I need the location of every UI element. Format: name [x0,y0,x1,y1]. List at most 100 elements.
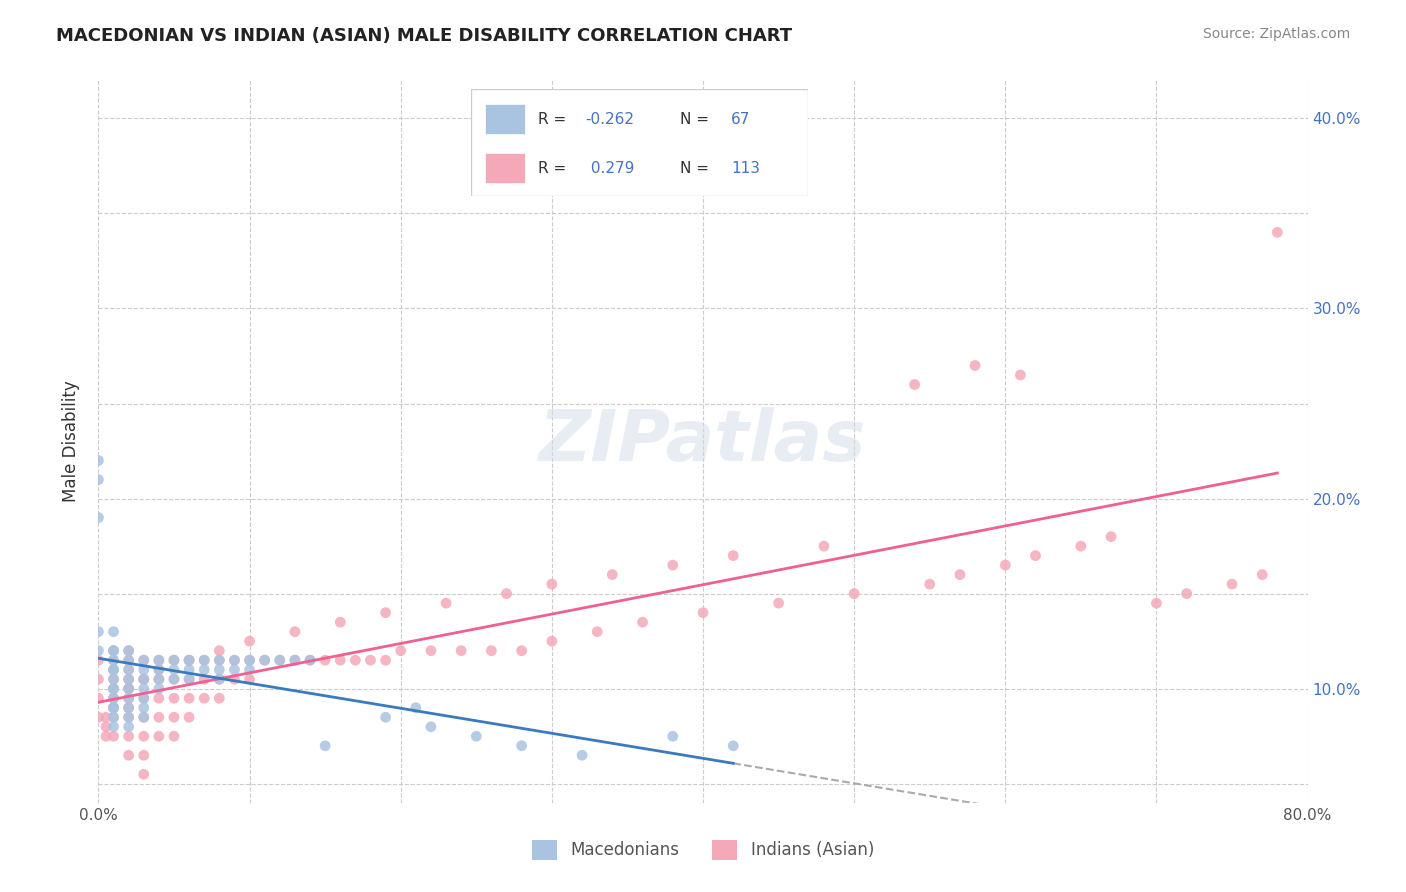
Point [94,729,117,743]
Point [132,710,155,724]
Point [434,596,457,610]
Point [118,681,141,696]
Point [118,748,141,763]
Point [193,663,215,677]
Text: Source: ZipAtlas.com: Source: ZipAtlas.com [1202,27,1350,41]
Point [103,700,125,714]
Point [148,681,170,696]
Point [94,720,117,734]
Point [1175,587,1198,601]
Point [103,663,125,677]
Point [208,691,231,706]
Point [148,729,170,743]
Point [148,710,170,724]
Point [132,748,155,763]
Point [465,729,488,743]
Point [103,653,125,667]
Point [1070,539,1092,553]
Point [314,653,336,667]
Point [510,739,533,753]
Point [132,672,155,686]
Point [540,577,562,591]
Point [844,587,866,601]
Point [103,624,125,639]
Point [329,615,352,630]
Point [540,634,562,648]
Point [193,672,215,686]
Point [692,606,714,620]
Point [118,643,141,657]
Point [495,587,517,601]
Point [87,510,110,524]
Point [163,691,186,706]
Point [813,539,835,553]
Point [314,739,336,753]
Point [208,643,231,657]
Point [87,691,110,706]
Point [103,663,125,677]
Point [163,710,186,724]
Point [118,710,141,724]
Point [87,453,110,467]
Point [163,672,186,686]
Point [103,720,125,734]
Point [103,643,125,657]
Point [87,643,110,657]
Point [103,681,125,696]
Point [239,634,262,648]
Point [994,558,1017,573]
Point [420,720,443,734]
Point [253,653,276,667]
Point [87,672,110,686]
Legend: Macedonians, Indians (Asian): Macedonians, Indians (Asian) [526,833,880,867]
Point [132,672,155,686]
Point [239,663,262,677]
Point [179,653,201,667]
Point [224,653,246,667]
Point [723,739,745,753]
Point [253,653,276,667]
Point [1267,226,1289,240]
Point [132,700,155,714]
Point [965,359,987,373]
Text: N =: N = [681,161,714,176]
Point [284,653,307,667]
Point [179,653,201,667]
FancyBboxPatch shape [471,89,808,196]
Point [661,558,683,573]
Point [420,643,443,657]
Point [103,681,125,696]
Point [1251,567,1274,582]
Point [208,672,231,686]
Point [118,700,141,714]
Point [148,663,170,677]
Point [103,672,125,686]
Point [239,672,262,686]
Point [118,729,141,743]
Point [132,653,155,667]
Point [118,663,141,677]
Point [103,691,125,706]
Point [1024,549,1046,563]
Point [103,672,125,686]
Point [1010,368,1032,382]
Point [118,691,141,706]
Y-axis label: Male Disability: Male Disability [62,381,80,502]
Text: 113: 113 [731,161,759,176]
Point [103,691,125,706]
Point [224,663,246,677]
Point [163,653,186,667]
Point [148,653,170,667]
Point [118,672,141,686]
Text: R =: R = [538,112,572,127]
Point [118,700,141,714]
Point [103,700,125,714]
Point [768,596,790,610]
Point [118,653,141,667]
Point [103,653,125,667]
FancyBboxPatch shape [485,153,524,184]
Point [103,710,125,724]
Point [132,691,155,706]
Text: 0.279: 0.279 [586,161,634,176]
Point [360,653,382,667]
